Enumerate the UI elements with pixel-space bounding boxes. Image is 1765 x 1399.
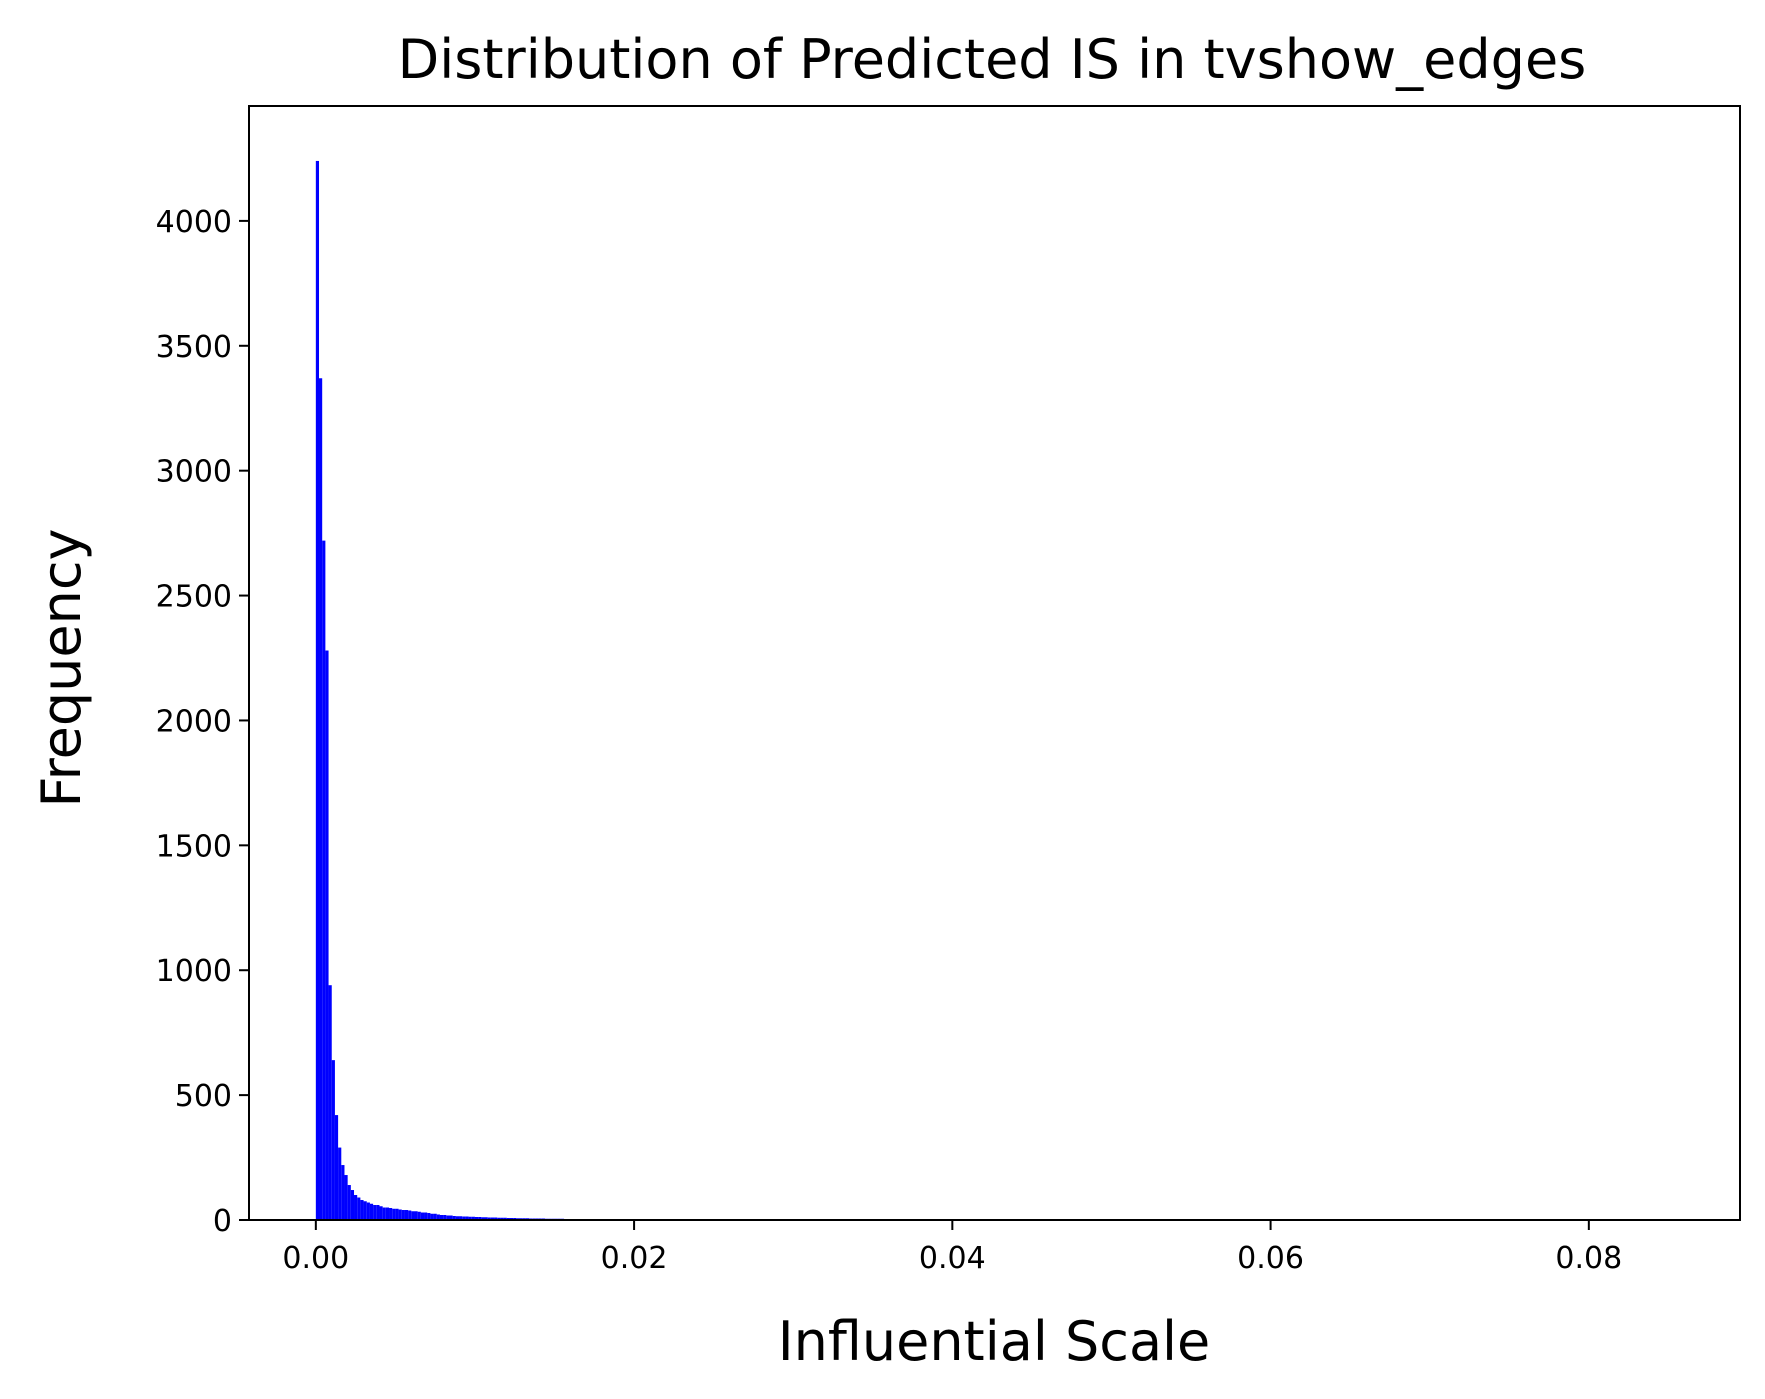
histogram-bar <box>369 1203 374 1220</box>
histogram-bar <box>331 1060 335 1220</box>
y-tick-label: 4000 <box>156 205 232 240</box>
histogram-bar <box>315 160 320 1221</box>
histogram-bar <box>487 1217 491 1220</box>
histogram-bar <box>417 1211 421 1220</box>
histogram-bar <box>373 1205 377 1220</box>
y-tick-label: 0 <box>213 1204 232 1239</box>
histogram-bar <box>382 1207 386 1220</box>
histogram-bar <box>497 1217 501 1220</box>
y-axis-label: Frequency <box>30 529 93 808</box>
histogram-bar <box>395 1208 399 1220</box>
histogram-bar <box>414 1211 418 1220</box>
histogram-bar <box>484 1217 488 1220</box>
y-tick-label: 500 <box>175 1079 232 1114</box>
histogram-bar <box>338 1147 342 1220</box>
histogram-bar <box>462 1216 466 1220</box>
histogram-bar <box>360 1200 364 1220</box>
histogram-bar <box>366 1202 370 1220</box>
x-tick-label: 0.06 <box>1237 1241 1304 1276</box>
x-axis-label: Influential Scale <box>778 1310 1211 1373</box>
y-tick-label: 2000 <box>156 704 232 739</box>
histogram-bar <box>471 1216 475 1220</box>
histogram-bar <box>354 1195 358 1220</box>
histogram-bar <box>319 378 323 1220</box>
histogram-bar <box>350 1190 355 1220</box>
histogram-bar <box>424 1212 428 1220</box>
y-tick-label: 1500 <box>156 829 232 864</box>
histogram-bar <box>385 1207 390 1220</box>
x-tick-label: 0.02 <box>601 1241 668 1276</box>
histogram-bar <box>446 1215 450 1220</box>
histogram-bar <box>459 1216 463 1220</box>
histogram-bar <box>436 1214 440 1220</box>
histogram-bar <box>411 1211 415 1220</box>
y-tick-label: 2500 <box>156 580 232 615</box>
histogram-bar <box>363 1201 367 1220</box>
histogram-bar <box>404 1210 409 1220</box>
histogram-bar <box>503 1217 507 1220</box>
histogram-bar <box>430 1213 434 1220</box>
histogram-bar <box>443 1215 447 1220</box>
histogram-bar <box>328 985 332 1220</box>
histogram-bar <box>427 1213 431 1220</box>
histogram-bar <box>439 1215 444 1220</box>
histogram-bar <box>344 1175 348 1220</box>
y-axis-ticks: 0 500 1000 1500 2000 2500 3000 3500 4000 <box>156 205 249 1239</box>
histogram-bar <box>401 1210 405 1220</box>
histogram-bar <box>357 1197 361 1220</box>
histogram-bar <box>398 1209 402 1220</box>
histogram-bar <box>452 1216 456 1220</box>
histogram-bar <box>490 1217 495 1220</box>
x-axis-ticks: 0.00 0.02 0.04 0.06 0.08 <box>282 1220 1622 1276</box>
histogram-bar <box>500 1217 504 1220</box>
histogram-bar <box>449 1215 453 1220</box>
y-tick-label: 3000 <box>156 455 232 490</box>
histogram-bar <box>347 1185 351 1220</box>
histogram-bar <box>325 650 329 1220</box>
histogram-bar <box>455 1216 460 1220</box>
y-tick-label: 1000 <box>156 954 232 989</box>
y-tick-label: 3500 <box>156 330 232 365</box>
chart-title: Distribution of Predicted IS in tvshow_e… <box>398 28 1587 91</box>
x-tick-label: 0.08 <box>1555 1241 1622 1276</box>
histogram-bar <box>433 1213 437 1220</box>
x-tick-label: 0.00 <box>282 1241 349 1276</box>
histogram-bar <box>322 540 326 1220</box>
histogram-bar <box>389 1208 393 1220</box>
histogram-bar <box>420 1212 425 1220</box>
x-tick-label: 0.04 <box>919 1241 986 1276</box>
histogram-bar <box>379 1206 383 1220</box>
histogram-bar <box>494 1217 498 1220</box>
histogram-bar <box>376 1205 380 1220</box>
histogram-bar <box>474 1217 479 1220</box>
histogram-bar <box>408 1210 412 1220</box>
plot-frame <box>248 105 1741 1221</box>
histogram-bar <box>341 1165 345 1220</box>
histogram-bar <box>481 1217 485 1220</box>
histogram-bar <box>468 1216 472 1220</box>
histogram-bar <box>465 1216 469 1220</box>
histogram-bar <box>478 1217 482 1220</box>
histogram-bar <box>392 1208 396 1220</box>
histogram-bar <box>334 1115 339 1220</box>
